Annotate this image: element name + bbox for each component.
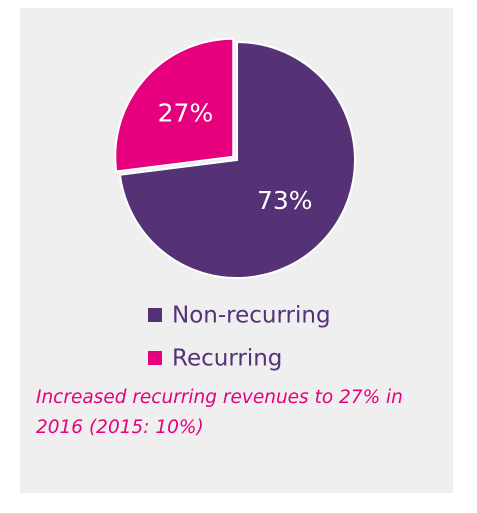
pie-slice bbox=[118, 40, 356, 279]
legend-swatch bbox=[148, 308, 162, 322]
legend-label: Non-recurring bbox=[172, 303, 331, 329]
pie-slice bbox=[114, 37, 235, 173]
legend-swatch bbox=[148, 351, 162, 365]
annotation: Increased recurring revenues to 27% in 2… bbox=[36, 387, 403, 438]
slice-label: 27% bbox=[158, 99, 214, 128]
legend-label: Recurring bbox=[172, 346, 282, 372]
slice-label: 73% bbox=[257, 186, 313, 215]
